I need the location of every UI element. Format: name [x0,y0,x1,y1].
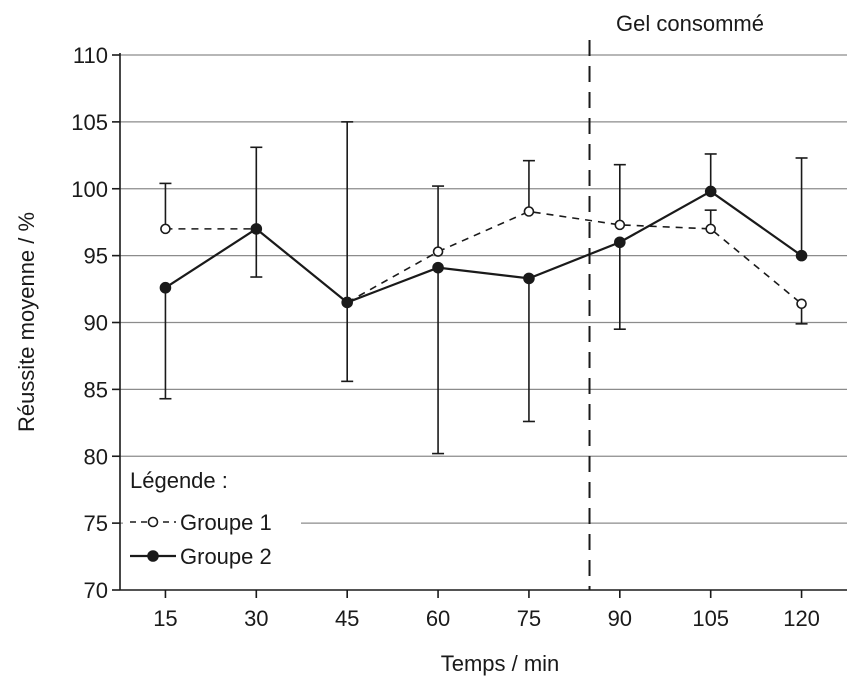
y-axis-title: Réussite moyenne / % [14,212,39,432]
x-tick-label-45: 45 [335,606,359,631]
data-point-2-45 [342,297,352,307]
y-tick-label-95: 95 [84,244,108,269]
y-tick-label-75: 75 [84,511,108,536]
data-point-2-105 [706,186,716,196]
y-tick-label-110: 110 [73,43,108,68]
legend-marker-groupe-1 [149,518,158,527]
legend-marker-groupe-2 [148,551,158,561]
x-tick-label-75: 75 [517,606,541,631]
x-tick-label-30: 30 [244,606,268,631]
y-tick-label-105: 105 [71,110,108,135]
data-point-2-75 [524,273,534,283]
data-point-1-60 [434,247,443,256]
x-tick-label-60: 60 [426,606,450,631]
data-point-2-90 [615,237,625,247]
legend-label-groupe-1: Groupe 1 [180,510,272,535]
series-group-2 [159,122,807,454]
x-tick-label-90: 90 [608,606,632,631]
y-tick-label-100: 100 [71,177,108,202]
data-point-1-120 [797,299,806,308]
y-tick-label-90: 90 [84,311,108,336]
series-line-2 [165,191,801,302]
legend-label-groupe-2: Groupe 2 [180,544,272,569]
x-tick-label-105: 105 [692,606,729,631]
x-axis-title: Temps / min [441,651,560,676]
y-tick-label-70: 70 [84,578,108,603]
annotation-label: Gel consommé [616,11,764,36]
y-tick-label-80: 80 [84,444,108,469]
data-point-2-120 [797,251,807,261]
x-tick-label-120: 120 [783,606,820,631]
legend-title: Légende : [130,468,228,493]
data-point-1-15 [161,224,170,233]
data-point-2-30 [251,224,261,234]
x-tick-label-15: 15 [153,606,177,631]
data-point-1-75 [524,207,533,216]
data-point-1-90 [615,220,624,229]
data-point-2-15 [160,283,170,293]
data-point-2-60 [433,263,443,273]
data-point-1-105 [706,224,715,233]
y-tick-label-85: 85 [84,377,108,402]
